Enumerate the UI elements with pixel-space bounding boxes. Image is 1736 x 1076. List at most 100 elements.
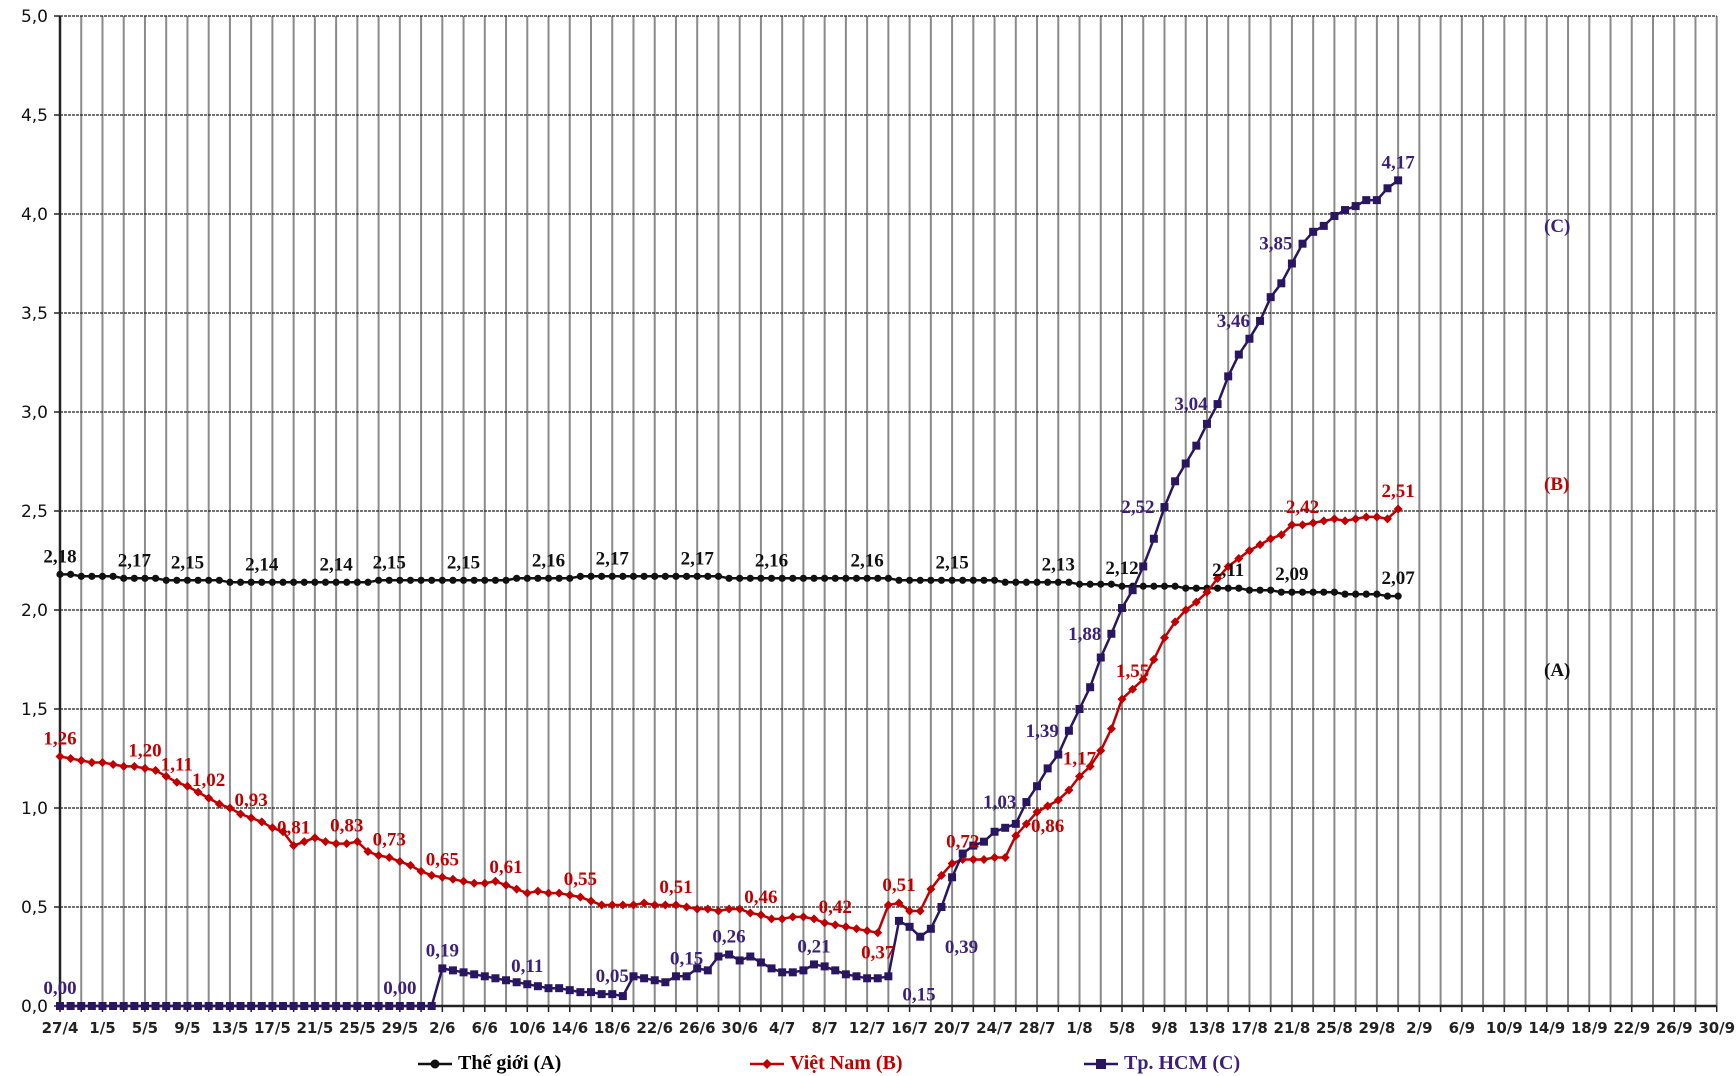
data-point <box>671 972 680 981</box>
data-point <box>1267 586 1275 594</box>
data-point <box>894 916 903 925</box>
data-point <box>703 966 712 975</box>
data-labels: 2,18 2,17 2,15 2,14 2,14 2,15 2,15 2,16 2,17 2,17… <box>43 152 1415 1005</box>
data-point <box>109 572 117 580</box>
data-label: 2,16 <box>850 550 883 571</box>
data-point <box>501 880 511 890</box>
data-point <box>926 884 936 894</box>
data-point <box>67 570 75 578</box>
x-tick-label: 16/7 <box>891 1019 928 1037</box>
data-point <box>936 870 946 880</box>
data-point <box>151 1002 160 1010</box>
x-tick-label: 1/8 <box>1066 1019 1092 1037</box>
data-point <box>459 968 468 977</box>
data-point <box>1256 316 1265 325</box>
data-point <box>1351 202 1360 211</box>
data-point <box>863 574 871 582</box>
y-tick-label: 4,0 <box>21 205 48 225</box>
x-tick-label: 14/6 <box>551 1019 588 1037</box>
legend-item-a: Thế giới (A) <box>418 1052 561 1075</box>
x-tick-label: 29/5 <box>381 1019 418 1037</box>
data-point <box>364 578 372 586</box>
data-point <box>279 1002 288 1010</box>
y-tick-label: 5,0 <box>21 7 48 27</box>
data-point <box>268 1002 277 1010</box>
data-point <box>98 572 107 580</box>
data-point <box>406 576 415 584</box>
data-point <box>884 972 893 981</box>
data-point <box>416 866 426 876</box>
data-point <box>321 1002 330 1010</box>
data-point <box>130 1002 139 1010</box>
data-label: 0,15 <box>670 948 703 969</box>
data-point <box>300 578 308 586</box>
data-point <box>437 872 447 882</box>
data-point <box>512 978 521 987</box>
data-point <box>77 1002 86 1010</box>
data-point <box>480 878 490 888</box>
data-point <box>1362 590 1370 598</box>
data-point <box>756 958 765 967</box>
data-point <box>469 878 479 888</box>
data-point <box>618 900 628 910</box>
data-point <box>1021 819 1031 829</box>
data-point <box>883 900 893 910</box>
data-point <box>1319 516 1329 526</box>
data-label: 0,00 <box>383 978 416 999</box>
data-label: 0,73 <box>373 830 406 851</box>
x-tick-label: 10/6 <box>509 1019 546 1037</box>
data-point <box>173 576 181 584</box>
data-point <box>289 841 299 851</box>
data-point <box>352 837 362 847</box>
data-point <box>746 574 754 582</box>
data-point <box>490 876 500 886</box>
data-point <box>693 572 701 580</box>
data-label: 0,42 <box>819 897 852 918</box>
data-label: 0,39 <box>945 937 978 958</box>
data-point <box>236 809 246 819</box>
data-point <box>969 841 978 850</box>
data-point <box>767 574 776 582</box>
data-point <box>714 572 723 580</box>
data-point <box>895 576 903 584</box>
data-point <box>1107 580 1115 588</box>
data-point <box>660 900 670 910</box>
data-point <box>618 992 627 1001</box>
data-point <box>1213 400 1222 409</box>
data-point <box>746 952 755 961</box>
legend-circle-icon <box>418 1059 452 1068</box>
data-label: 0,21 <box>797 936 830 957</box>
data-point <box>852 924 861 934</box>
x-tick-label: 2/9 <box>1406 1019 1432 1037</box>
data-point <box>841 922 851 932</box>
data-point <box>481 576 489 584</box>
data-point <box>916 576 924 584</box>
data-point <box>395 1002 404 1010</box>
x-tick-label: 5/8 <box>1109 1019 1135 1037</box>
data-point <box>194 576 202 584</box>
data-point <box>491 974 500 983</box>
legend-item-b: Việt Nam (B) <box>750 1052 903 1075</box>
data-point <box>597 900 607 910</box>
data-point <box>533 886 543 896</box>
data-point <box>650 976 659 985</box>
data-point <box>799 966 808 975</box>
data-point <box>55 752 65 762</box>
data-point <box>692 904 702 914</box>
data-label: 0,83 <box>330 816 363 837</box>
data-point <box>565 890 575 900</box>
data-label: 4,17 <box>1381 152 1415 173</box>
data-point <box>396 576 404 584</box>
data-point <box>661 572 669 580</box>
data-point <box>384 853 394 862</box>
data-point <box>1181 459 1190 468</box>
data-point <box>172 1002 181 1010</box>
data-point <box>714 952 723 961</box>
data-point <box>1234 554 1244 564</box>
data-point <box>300 1002 309 1010</box>
data-point <box>1244 546 1254 556</box>
data-label: 3,04 <box>1174 394 1208 415</box>
data-point <box>204 1002 213 1010</box>
data-point <box>693 964 702 973</box>
data-point <box>990 853 1000 862</box>
